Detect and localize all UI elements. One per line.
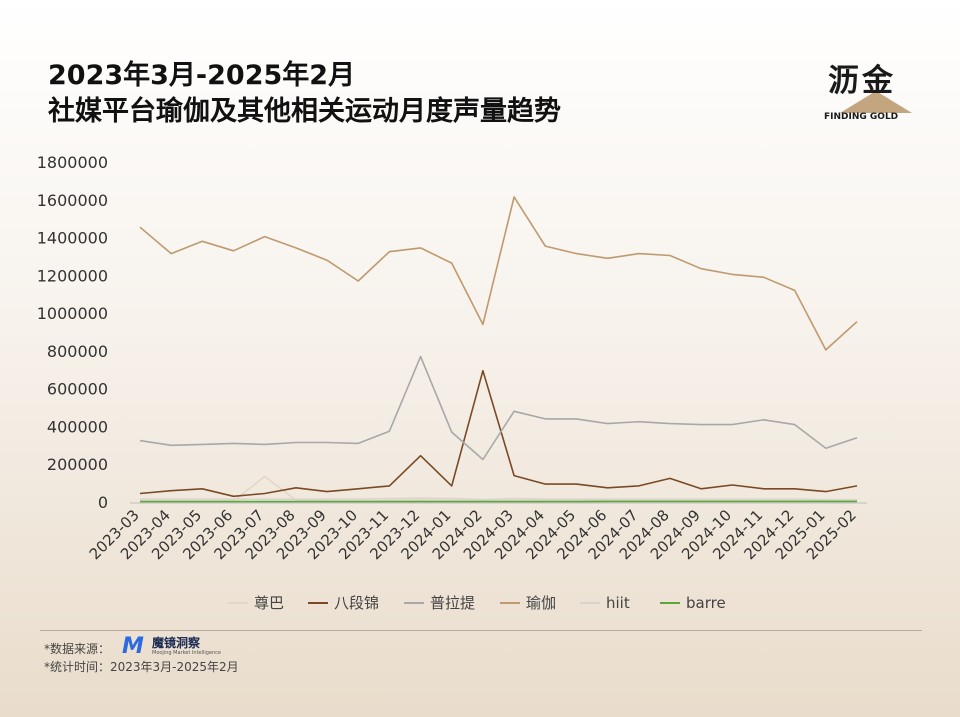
title-line-1: 2023年3月-2025年2月 <box>48 60 356 91</box>
brand-logo: 沥金 FINDING GOLD <box>818 55 912 125</box>
y-tick-label: 1800000 <box>37 153 108 172</box>
logo-subtitle: FINDING GOLD <box>824 112 899 122</box>
logo-name: 沥金 <box>828 63 896 99</box>
series-line-瑜伽 <box>139 196 858 351</box>
legend-label: barre <box>686 594 726 612</box>
y-tick-label: 400000 <box>47 417 108 436</box>
brand-name: 魔镜洞察 <box>152 636 201 650</box>
y-tick-label: 200000 <box>47 455 108 474</box>
legend-label: hiit <box>606 594 630 612</box>
title-line-2: 社媒平台瑜伽及其他相关运动月度声量趋势 <box>48 96 561 127</box>
mountain-icon <box>840 91 912 113</box>
series-line-hiit <box>140 497 857 501</box>
y-tick-label: 1000000 <box>37 304 108 323</box>
series-line-普拉提 <box>139 355 858 461</box>
y-tick-label: 1200000 <box>37 266 108 285</box>
moojing-logo-icon: M <box>122 634 144 659</box>
series-line-八段锦 <box>139 369 858 498</box>
source-label: *数据来源： <box>44 642 111 656</box>
legend-label: 瑜伽 <box>526 594 556 612</box>
legend-label: 尊巴 <box>254 594 284 612</box>
legend-label: 普拉提 <box>430 594 475 612</box>
legend-label: 八段锦 <box>334 594 379 612</box>
y-tick-label: 1600000 <box>37 191 108 210</box>
y-tick-label: 0 <box>98 493 108 512</box>
brand-tagline: Moojing Market Intelligence <box>152 650 222 656</box>
y-tick-label: 800000 <box>47 342 108 361</box>
y-tick-label: 1400000 <box>37 229 108 248</box>
line-chart: 0 200000 400000 600000 800000 1000000 1200000 1… <box>37 153 867 612</box>
stat-period: *统计时间：2023年3月-2025年2月 <box>44 660 239 674</box>
chart-title: 2023年3月-2025年2月 社媒平台瑜伽及其他相关运动月度声量趋势 <box>48 58 561 130</box>
y-tick-label: 600000 <box>47 380 108 399</box>
series-line-尊巴 <box>140 475 857 502</box>
footer-divider <box>40 630 922 631</box>
